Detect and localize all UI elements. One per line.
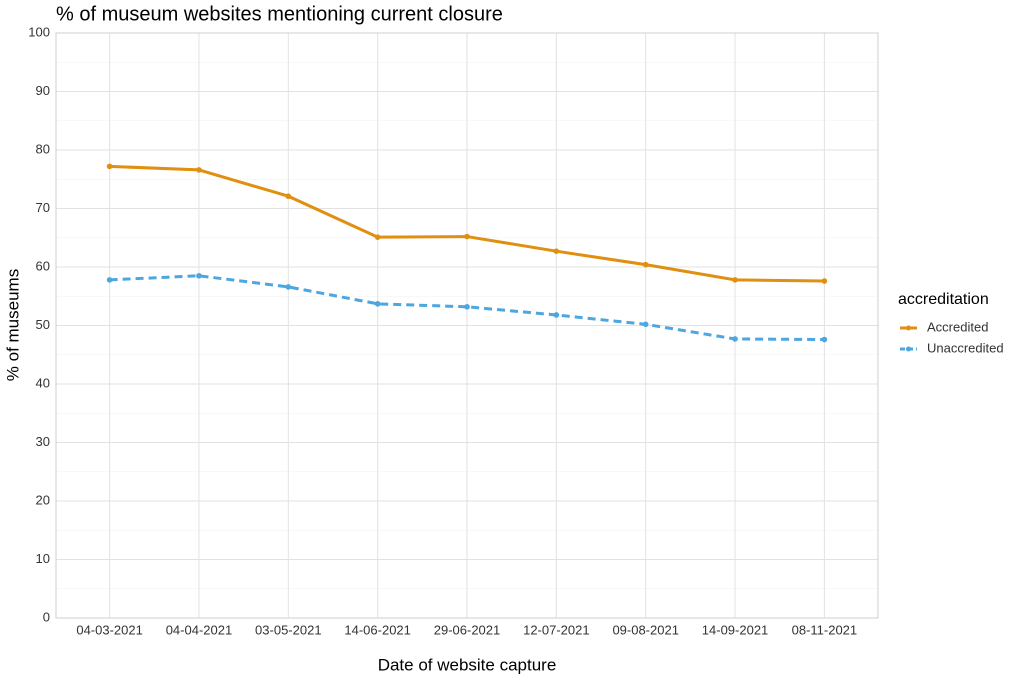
data-point [553,312,560,318]
legend-label: Unaccredited [927,340,1004,355]
panel-border [55,32,879,619]
data-point [106,277,113,283]
data-point [285,284,292,290]
x-tick-label: 29-06-2021 [434,622,501,637]
y-tick-label: 10 [36,551,50,566]
data-point [464,233,470,240]
y-tick-label: 20 [36,492,50,507]
data-point [106,163,113,170]
x-tick-label: 14-06-2021 [344,622,411,637]
legend-label: Accredited [927,319,988,334]
data-point [732,277,738,283]
y-tick-label: 0 [43,609,50,624]
x-axis-title: Date of website capture [378,655,557,674]
y-tick-label: 30 [36,434,50,449]
y-tick-label: 100 [28,24,50,39]
chart-title: % of museum websites mentioning current … [56,3,503,25]
data-point [553,248,560,255]
data-point [285,193,292,200]
x-tick-label: 04-04-2021 [166,622,233,637]
y-tick-label: 90 [36,83,50,98]
legend-title: accreditation [898,291,989,308]
data-point [642,321,649,328]
y-tick-label: 80 [36,141,50,156]
data-point [374,301,381,307]
data-point [374,234,381,240]
data-point [732,336,738,342]
x-tick-label: 14-09-2021 [702,622,769,637]
x-tick-label: 03-05-2021 [255,622,322,637]
y-tick-label: 60 [36,258,50,273]
y-tick-label: 50 [36,317,50,332]
data-point [464,303,470,310]
y-axis-title: % of museums [3,269,22,381]
legend-point [906,325,911,331]
data-point [642,261,649,268]
y-tick-label: 40 [36,375,50,390]
data-point [196,167,202,173]
data-point [821,336,828,343]
legend-point [906,346,911,352]
data-point [196,272,202,279]
data-point [821,278,828,284]
x-tick-label: 09-08-2021 [612,622,679,637]
x-tick-label: 04-03-2021 [76,622,143,637]
x-tick-label: 08-11-2021 [792,622,858,637]
y-tick-label: 70 [36,200,50,215]
series-line [109,274,825,342]
x-tick-label: 12-07-2021 [523,622,590,637]
